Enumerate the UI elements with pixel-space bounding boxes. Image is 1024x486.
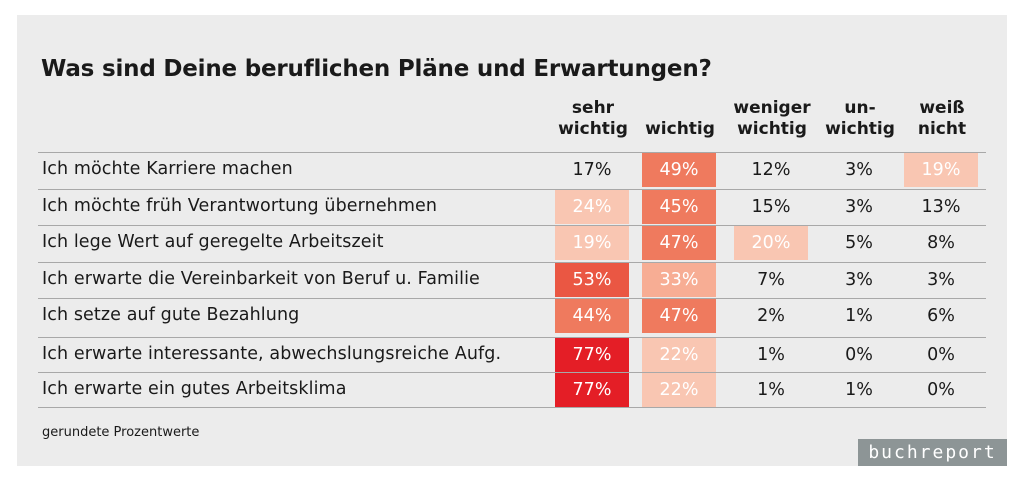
row-label: Ich möchte Karriere machen <box>42 159 293 179</box>
column-header-line1 <box>634 98 726 119</box>
footnote: gerundete Prozentwerte <box>42 425 200 440</box>
column-header-line2: wichtig <box>558 119 628 139</box>
table-row: Ich möchte früh Verantwortung übernehmen… <box>38 189 986 224</box>
value-cell: 1% <box>845 380 873 400</box>
value-cell: 77% <box>555 373 629 407</box>
row-label: Ich möchte früh Verantwortung übernehmen <box>42 196 438 216</box>
value-cell: 2% <box>757 306 785 326</box>
row-label: Ich erwarte interessante, abwechslungsre… <box>42 344 502 364</box>
column-header: sehr wichtig <box>547 98 639 140</box>
table-row: Ich erwarte die Vereinbarkeit von Beruf … <box>38 262 986 297</box>
column-header-line2: wichtig <box>737 119 807 139</box>
value-cell: 33% <box>642 263 716 297</box>
brand-logo: buchreport <box>858 439 1007 466</box>
value-cell: 45% <box>642 190 716 224</box>
column-header: wichtig <box>634 98 726 140</box>
column-header-line2: nicht <box>917 119 967 139</box>
column-header-line1: sehr <box>571 98 615 118</box>
value-cell: 49% <box>642 153 716 187</box>
value-cell: 1% <box>845 306 873 326</box>
value-cell: 5% <box>845 233 873 253</box>
column-header-line2: wichtig <box>645 119 715 139</box>
value-cell: 77% <box>555 338 629 372</box>
value-cell: 19% <box>904 153 978 187</box>
column-header: weniger wichtig <box>726 98 818 140</box>
value-cell: 47% <box>642 226 716 260</box>
column-header-line1: weiß <box>919 98 965 118</box>
value-cell: 6% <box>927 306 955 326</box>
chart-panel <box>17 15 1007 466</box>
value-cell: 13% <box>921 197 961 217</box>
value-cell: 24% <box>555 190 629 224</box>
chart-title: Was sind Deine beruflichen Pläne und Erw… <box>41 56 712 82</box>
value-cell: 3% <box>845 197 873 217</box>
value-cell: 22% <box>642 338 716 372</box>
value-cell: 15% <box>751 197 791 217</box>
value-cell: 0% <box>845 345 873 365</box>
value-cell: 3% <box>927 270 955 290</box>
column-header: weiß nicht <box>896 98 988 140</box>
value-cell: 47% <box>642 299 716 333</box>
row-label: Ich setze auf gute Bezahlung <box>42 305 300 325</box>
value-cell: 53% <box>555 263 629 297</box>
value-cell: 22% <box>642 373 716 407</box>
column-header: un-wichtig <box>814 98 906 140</box>
value-cell: 3% <box>845 270 873 290</box>
value-cell: 1% <box>757 345 785 365</box>
table-row: Ich lege Wert auf geregelte Arbeitszeit 1… <box>38 225 986 260</box>
value-cell: 44% <box>555 299 629 333</box>
value-cell: 0% <box>927 380 955 400</box>
row-label: Ich erwarte ein gutes Arbeitsklima <box>42 379 347 399</box>
column-header-line1: weniger <box>733 98 811 118</box>
value-cell: 19% <box>555 226 629 260</box>
value-cell: 3% <box>845 160 873 180</box>
value-cell: 12% <box>751 160 791 180</box>
value-cell: 1% <box>757 380 785 400</box>
value-cell: 7% <box>757 270 785 290</box>
column-header-line2: wichtig <box>825 119 895 139</box>
table-row: Ich erwarte interessante, abwechslungsre… <box>38 337 986 372</box>
table-row: Ich erwarte ein gutes Arbeitsklima 77% 22%… <box>38 372 986 408</box>
table-row: Ich setze auf gute Bezahlung 44% 47% 2% 1% 6% <box>38 298 986 333</box>
row-label: Ich lege Wert auf geregelte Arbeitszeit <box>42 232 384 252</box>
value-cell: 0% <box>927 345 955 365</box>
row-label: Ich erwarte die Vereinbarkeit von Beruf … <box>42 269 480 289</box>
table-row: Ich möchte Karriere machen 17% 49% 12% 3% 19% <box>38 152 986 187</box>
column-header-line1: un- <box>844 98 876 118</box>
value-cell: 8% <box>927 233 955 253</box>
value-cell: 17% <box>572 160 612 180</box>
value-cell: 20% <box>734 226 808 260</box>
